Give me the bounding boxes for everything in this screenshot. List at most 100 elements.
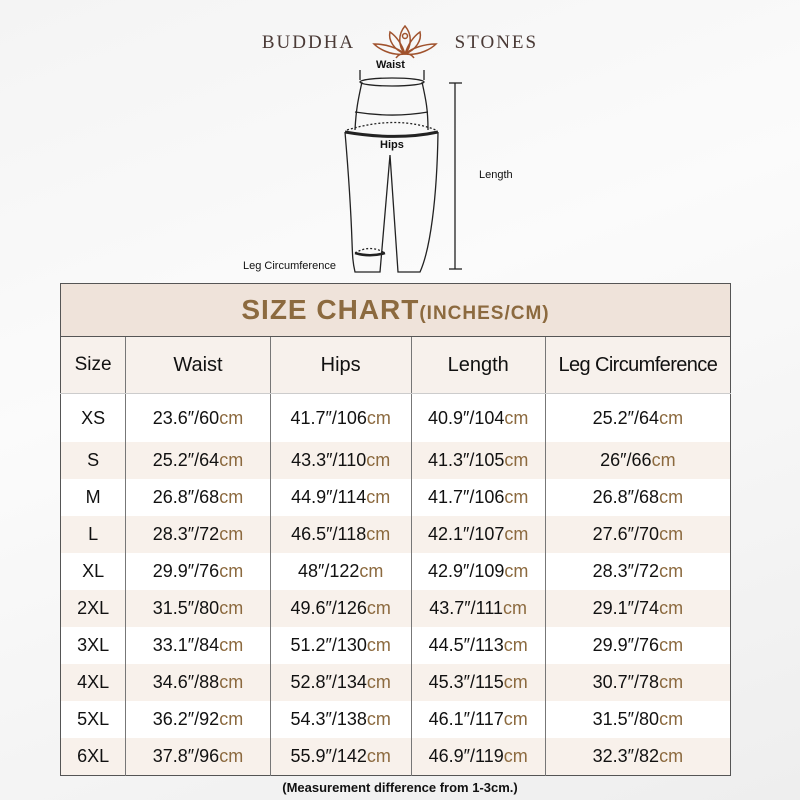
cell-value: 25.2″/64 (152, 450, 220, 470)
size-chart-title: SIZE CHART(INCHES/CM) (60, 283, 731, 337)
unit-label: cm (659, 487, 684, 507)
measurement-cell: 43.3″/110cm (269, 442, 412, 479)
cell-value: 28.3″/72 (152, 524, 220, 544)
unit-label: cm (219, 672, 244, 692)
cell-value: 46.9″/119 (428, 746, 504, 766)
size-cell: 5XL (61, 701, 126, 738)
measurement-cell: 54.3″/138cm (269, 701, 412, 738)
pants-outline-icon (344, 70, 462, 273)
waist-label: Waist (376, 59, 405, 71)
cell-value: 40.9″/104 (427, 407, 505, 428)
cell-value: 31.5″/80 (592, 709, 660, 729)
unit-label: cm (366, 598, 391, 618)
length-label: Length (479, 169, 513, 181)
cell-value: 42.9″/109 (427, 561, 505, 581)
unit-label: cm (366, 746, 391, 766)
unit-label: cm (659, 524, 684, 544)
size-chart-table: SIZE CHART(INCHES/CM) Size Waist Hips Lengt… (60, 283, 731, 776)
measurement-cell: 23.6″/60cm (125, 393, 271, 442)
unit-label: cm (366, 450, 391, 470)
table-row: S 25.2″/64cm 43.3″/110cm 41.3″/105cm 26″/66c… (60, 442, 731, 479)
measurement-cell: 40.9″/104cm (410, 393, 546, 442)
measurement-cell: 33.1″/84cm (125, 627, 271, 664)
cell-value: 44.5″/113 (428, 635, 504, 655)
cell-value: 3XL (77, 635, 110, 655)
measurement-cell: 51.2″/130cm (269, 627, 412, 664)
size-cell: 2XL (61, 590, 126, 627)
table-row: 4XL 34.6″/88cm 52.8″/134cm 45.3″/115cm 30.7″… (60, 664, 731, 701)
cell-value: 30.7″/78 (592, 672, 660, 692)
unit-label: cm (219, 487, 244, 507)
cell-value: 36.2″/92 (152, 709, 220, 729)
measurement-cell: 26.8″/68cm (544, 479, 731, 516)
measurement-cell: 43.7″/111cm (410, 590, 546, 627)
measurement-cell: 32.3″/82cm (544, 738, 731, 776)
size-cell: 4XL (61, 664, 126, 701)
cell-value: 41.7″/106 (427, 487, 505, 507)
measurement-cell: 36.2″/92cm (125, 701, 271, 738)
measurement-cell: 26″/66cm (544, 442, 731, 479)
unit-label: cm (366, 407, 391, 428)
cell-value: 23.6″/60 (152, 407, 220, 428)
measurement-cell: 29.9″/76cm (125, 553, 271, 590)
unit-label: cm (219, 407, 244, 428)
column-header: Waist (125, 336, 271, 394)
table-row: 2XL 31.5″/80cm 49.6″/126cm 43.7″/111cm 29.1″… (60, 590, 731, 627)
column-header: Leg Circumference (544, 336, 731, 394)
measurement-cell: 41.7″/106cm (410, 479, 546, 516)
column-header: Length (410, 336, 546, 394)
cell-value: M (85, 487, 101, 507)
cell-value: 46.5″/118 (291, 524, 367, 544)
unit-label: cm (504, 561, 529, 581)
table-row: 6XL 37.8″/96cm 55.9″/142cm 46.9″/119cm 32.3″… (60, 738, 731, 776)
hips-label: Hips (380, 139, 404, 151)
measurement-cell: 55.9″/142cm (269, 738, 412, 776)
unit-label: cm (504, 450, 529, 470)
cell-value: XL (82, 561, 105, 581)
measurement-cell: 28.3″/72cm (544, 553, 731, 590)
cell-value: 48″/122 (297, 561, 360, 581)
brand-right: STONES (454, 32, 539, 53)
unit-label: cm (366, 524, 391, 544)
cell-value: 25.2″/64 (592, 407, 660, 428)
cell-value: 5XL (77, 709, 110, 729)
title-text: SIZE CHART (241, 294, 420, 325)
column-header: Hips (269, 336, 412, 394)
cell-value: 37.8″/96 (152, 746, 220, 766)
measurement-cell: 46.5″/118cm (269, 516, 412, 553)
cell-value: 33.1″/84 (152, 635, 220, 655)
measurement-cell: 44.5″/113cm (410, 627, 546, 664)
brand-left: BUDDHA (261, 32, 356, 53)
measurement-cell: 41.3″/105cm (410, 442, 546, 479)
measurement-cell: 41.7″/106cm (269, 393, 412, 442)
measurement-cell: 48″/122cm (269, 553, 412, 590)
cell-value: 55.9″/142 (290, 746, 367, 766)
cell-value: 29.9″/76 (152, 561, 220, 581)
unit-label: cm (504, 524, 529, 544)
measurement-cell: 52.8″/134cm (269, 664, 412, 701)
unit-label: cm (366, 709, 391, 729)
cell-value: 27.6″/70 (592, 524, 660, 544)
size-cell: XL (61, 553, 126, 590)
size-cell: M (61, 479, 126, 516)
measurement-cell: 27.6″/70cm (544, 516, 731, 553)
cell-value: 45.3″/115 (428, 672, 504, 692)
cell-value: 41.3″/105 (427, 450, 505, 470)
cell-value: 54.3″/138 (290, 709, 367, 729)
unit-label: cm (659, 407, 684, 428)
measurement-cell: 37.8″/96cm (125, 738, 271, 776)
measurement-note: (Measurement difference from 1-3cm.) (282, 780, 518, 795)
unit-label: cm (366, 672, 391, 692)
cell-value: 29.9″/76 (592, 635, 660, 655)
size-cell: 3XL (61, 627, 126, 664)
size-cell: L (61, 516, 126, 553)
column-header: Size (60, 336, 126, 394)
cell-value: 52.8″/134 (290, 672, 367, 692)
leg-circumference-label: Leg Circumference (243, 260, 336, 272)
brand-logo: BUDDHA STONES (0, 22, 800, 64)
size-cell: XS (61, 394, 126, 443)
cell-value: 26.8″/68 (592, 487, 660, 507)
measurement-cell: 42.9″/109cm (410, 553, 546, 590)
unit-label: cm (219, 635, 244, 655)
cell-value: 46.1″/117 (428, 709, 504, 729)
